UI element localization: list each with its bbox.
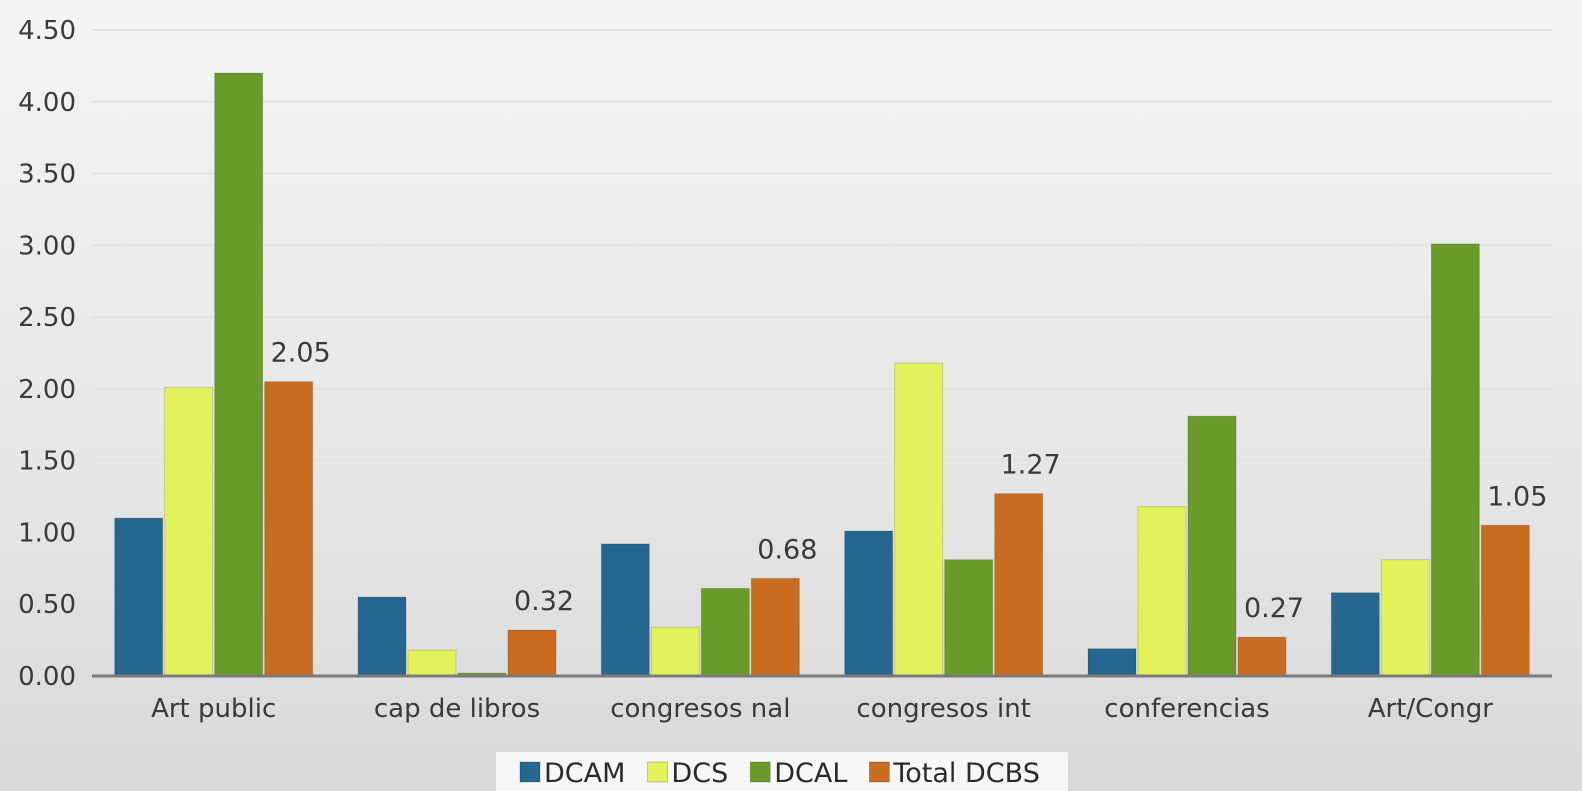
y-tick-label: 0.00 [18, 662, 76, 692]
y-tick-label: 1.50 [18, 447, 76, 477]
y-tick-label: 2.00 [18, 375, 76, 405]
y-tick-label: 3.50 [18, 160, 76, 190]
data-label: 0.68 [757, 534, 817, 565]
legend: DCAM DCS DCAL Total DCBS [496, 752, 1068, 791]
legend-swatch [519, 761, 541, 783]
data-label: 0.27 [1244, 593, 1304, 624]
category-labels: Art public cap de libros congresos nal cong… [151, 694, 1493, 724]
bar-dcs-2 [650, 626, 700, 677]
data-label: 1.27 [1001, 450, 1061, 481]
bar-dcal-3 [944, 559, 994, 677]
bar-dcam-0 [114, 517, 164, 677]
bar-dcam-1 [357, 596, 407, 677]
data-labels: 2.05 0.32 0.68 1.27 0.27 1.05 [271, 338, 1548, 625]
y-tick-label: 0.50 [18, 590, 76, 620]
bar-dcam-3 [844, 530, 894, 677]
y-tick-label: 4.00 [18, 88, 76, 118]
y-tick-label: 4.50 [18, 16, 76, 46]
bar-dcam-4 [1087, 648, 1137, 677]
title-fragment-mask [700, 0, 880, 8]
y-tick-label: 1.00 [18, 518, 76, 548]
legend-box [496, 752, 1068, 791]
legend-label: Total DCBS [892, 758, 1039, 789]
bar-total-dcbs-5 [1480, 524, 1530, 677]
bar-total-dcbs-3 [994, 493, 1044, 677]
y-axis-ticks: 0.00 0.50 1.00 1.50 2.00 2.50 3.00 3.50 4.00 4.50 [18, 16, 76, 692]
bar-total-dcbs-4 [1237, 636, 1287, 677]
bar-total-dcbs-1 [507, 629, 557, 677]
bar-total-dcbs-0 [264, 381, 314, 677]
bar-dcs-0 [164, 386, 214, 677]
bar-total-dcbs-2 [750, 577, 800, 677]
category-label: Art public [151, 694, 276, 724]
category-label: congresos nal [610, 694, 790, 724]
legend-label: DCS [671, 758, 728, 789]
bar-dcal-5 [1430, 243, 1480, 677]
legend-swatch [868, 761, 890, 783]
bar-dcs-5 [1380, 559, 1430, 677]
legend-label: DCAL [774, 758, 847, 789]
data-label: 2.05 [271, 338, 331, 369]
gridlines [92, 29, 1552, 606]
legend-swatch [749, 761, 771, 783]
legend-label: DCAM [544, 758, 625, 789]
bar-dcal-4 [1187, 415, 1237, 677]
bar-dcs-4 [1137, 506, 1187, 677]
y-tick-label: 3.00 [18, 231, 76, 261]
category-label: cap de libros [374, 694, 540, 724]
bar-dcal-0 [214, 72, 264, 677]
data-label: 1.05 [1487, 481, 1547, 512]
bars [114, 72, 1530, 677]
bar-dcs-3 [894, 362, 944, 677]
category-label: congresos int [856, 694, 1030, 724]
bar-dcam-5 [1330, 592, 1380, 677]
bar-dcal-2 [700, 587, 750, 677]
data-label: 0.32 [514, 586, 574, 617]
y-tick-label: 2.50 [18, 303, 76, 333]
category-label: conferencias [1104, 694, 1269, 724]
category-label: Art/Congr [1368, 694, 1493, 724]
bar-dcs-1 [407, 649, 457, 677]
legend-swatch [646, 761, 668, 783]
bar-dcam-2 [600, 543, 650, 677]
